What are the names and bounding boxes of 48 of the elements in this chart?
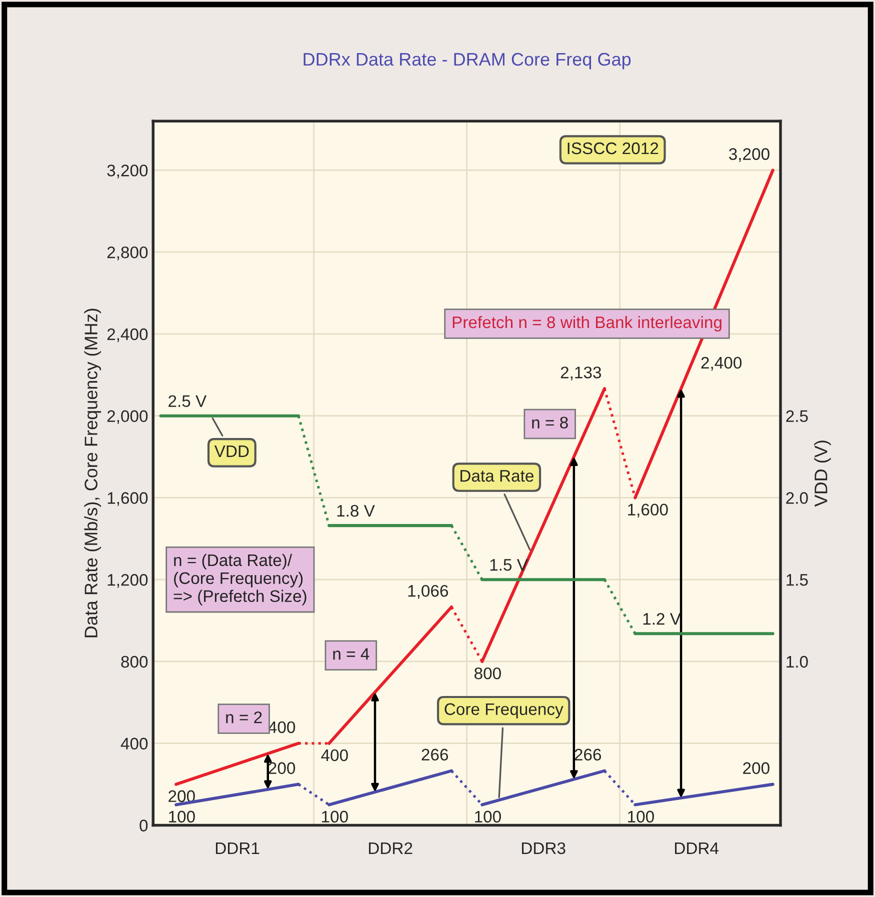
data-label: 400 <box>321 749 348 762</box>
y-tick-label: 0 <box>140 820 148 832</box>
data-label: 100 <box>169 810 195 823</box>
y-tick-label: 2,000 <box>107 410 148 424</box>
y-tick-label: 2,400 <box>107 328 148 342</box>
x-tick-label: DDR2 <box>368 842 412 854</box>
data-label: 2.5 V <box>168 395 207 408</box>
data-label: 200 <box>268 762 296 774</box>
annotation: n = 2 <box>226 711 262 724</box>
y2-tick-label: 2.0 <box>786 492 808 504</box>
y2-axis-title: VDD (V) <box>814 440 831 507</box>
annotation: 2,400 <box>701 356 742 371</box>
data-label: 200 <box>743 762 770 774</box>
chart-title: DDRx Data Rate - DRAM Core Freq Gap <box>304 52 631 70</box>
y-tick-label: 1,200 <box>108 574 148 588</box>
y-tick-label: 3,200 <box>107 164 148 178</box>
text: Core Frequency <box>444 703 564 718</box>
data-label: 200 <box>168 790 195 802</box>
data-label: 100 <box>475 810 501 823</box>
annotation: n = (Data Rate)/(Core Frequency) => (Prefetch Size) <box>174 554 306 606</box>
data-label: 2,133 <box>560 366 602 380</box>
data-label: 266 <box>574 748 602 761</box>
annotation: n = 8 <box>532 416 568 429</box>
y-tick-label: 2,800 <box>107 246 148 260</box>
data-label: 1.8 V <box>337 504 375 517</box>
annotation: Prefetch n = 8 with Bank interleaving <box>452 316 722 332</box>
series-label: VDD <box>214 446 249 458</box>
annotation: ISSCC 2012 <box>568 142 658 154</box>
data-label: 100 <box>628 810 654 823</box>
y2-tick-label: 1.0 <box>786 656 808 668</box>
data-label: 400 <box>268 721 296 734</box>
annotation: n = 4 <box>333 648 370 660</box>
data-label: 800 <box>474 667 501 680</box>
y2-tick-label: 2.5 <box>786 410 808 422</box>
series-label: Data Rate <box>460 470 534 482</box>
y-tick-label: 400 <box>120 738 148 750</box>
data-label: 1,600 <box>628 504 668 518</box>
x-tick-label: DDR1 <box>216 842 260 854</box>
data-label: 266 <box>422 748 448 761</box>
data-label: 100 <box>322 810 348 823</box>
y-tick-label: 800 <box>121 656 148 668</box>
data-label: 3,200 <box>729 148 770 162</box>
y-tick-label: 1,600 <box>108 492 148 506</box>
data-label: 1,066 <box>408 584 448 599</box>
y2-tick-label: 1.5 <box>786 574 808 586</box>
x-tick-label: DDR4 <box>675 842 719 854</box>
x-tick-label: DDR3 <box>522 842 566 854</box>
y-axis-title: Data Rate (Mb/s), Core Frequency (MHz) <box>84 308 102 638</box>
